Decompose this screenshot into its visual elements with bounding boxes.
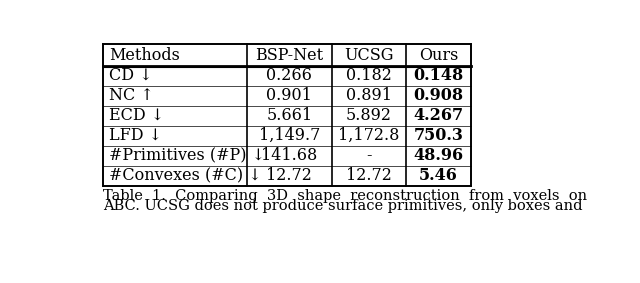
- Text: #Primitives (#P) ↓: #Primitives (#P) ↓: [109, 147, 266, 164]
- Text: 0.891: 0.891: [346, 87, 392, 104]
- Text: 48.96: 48.96: [413, 147, 463, 164]
- Text: 1,149.7: 1,149.7: [259, 127, 320, 144]
- Text: 750.3: 750.3: [413, 127, 463, 144]
- Text: 4.267: 4.267: [413, 107, 463, 124]
- Text: 5.46: 5.46: [419, 167, 458, 184]
- Text: 1,172.8: 1,172.8: [338, 127, 399, 144]
- Text: #Convexes (#C) ↓: #Convexes (#C) ↓: [109, 167, 262, 184]
- Text: 12.72: 12.72: [346, 167, 392, 184]
- Text: ABC. UCSG does not produce surface primitives, only boxes and: ABC. UCSG does not produce surface primi…: [103, 200, 583, 213]
- Text: -: -: [366, 147, 371, 164]
- Text: BSP-Net: BSP-Net: [255, 47, 323, 64]
- Text: 0.266: 0.266: [266, 67, 312, 84]
- Text: 5.661: 5.661: [266, 107, 312, 124]
- Text: 0.901: 0.901: [266, 87, 312, 104]
- Text: Ours: Ours: [419, 47, 458, 64]
- Text: 141.68: 141.68: [261, 147, 317, 164]
- Text: CD ↓: CD ↓: [109, 67, 153, 84]
- Text: UCSG: UCSG: [344, 47, 394, 64]
- Text: NC ↑: NC ↑: [109, 87, 154, 104]
- Text: Table  1.  Comparing  3D  shape  reconstruction  from  voxels  on: Table 1. Comparing 3D shape reconstructi…: [103, 189, 588, 203]
- Text: 5.892: 5.892: [346, 107, 392, 124]
- Text: 0.148: 0.148: [413, 67, 463, 84]
- Text: LFD ↓: LFD ↓: [109, 127, 163, 144]
- Text: 0.182: 0.182: [346, 67, 392, 84]
- Text: 0.908: 0.908: [413, 87, 463, 104]
- Text: Methods: Methods: [109, 47, 180, 64]
- Text: ECD ↓: ECD ↓: [109, 107, 164, 124]
- Bar: [103, 44, 472, 186]
- Text: 12.72: 12.72: [266, 167, 312, 184]
